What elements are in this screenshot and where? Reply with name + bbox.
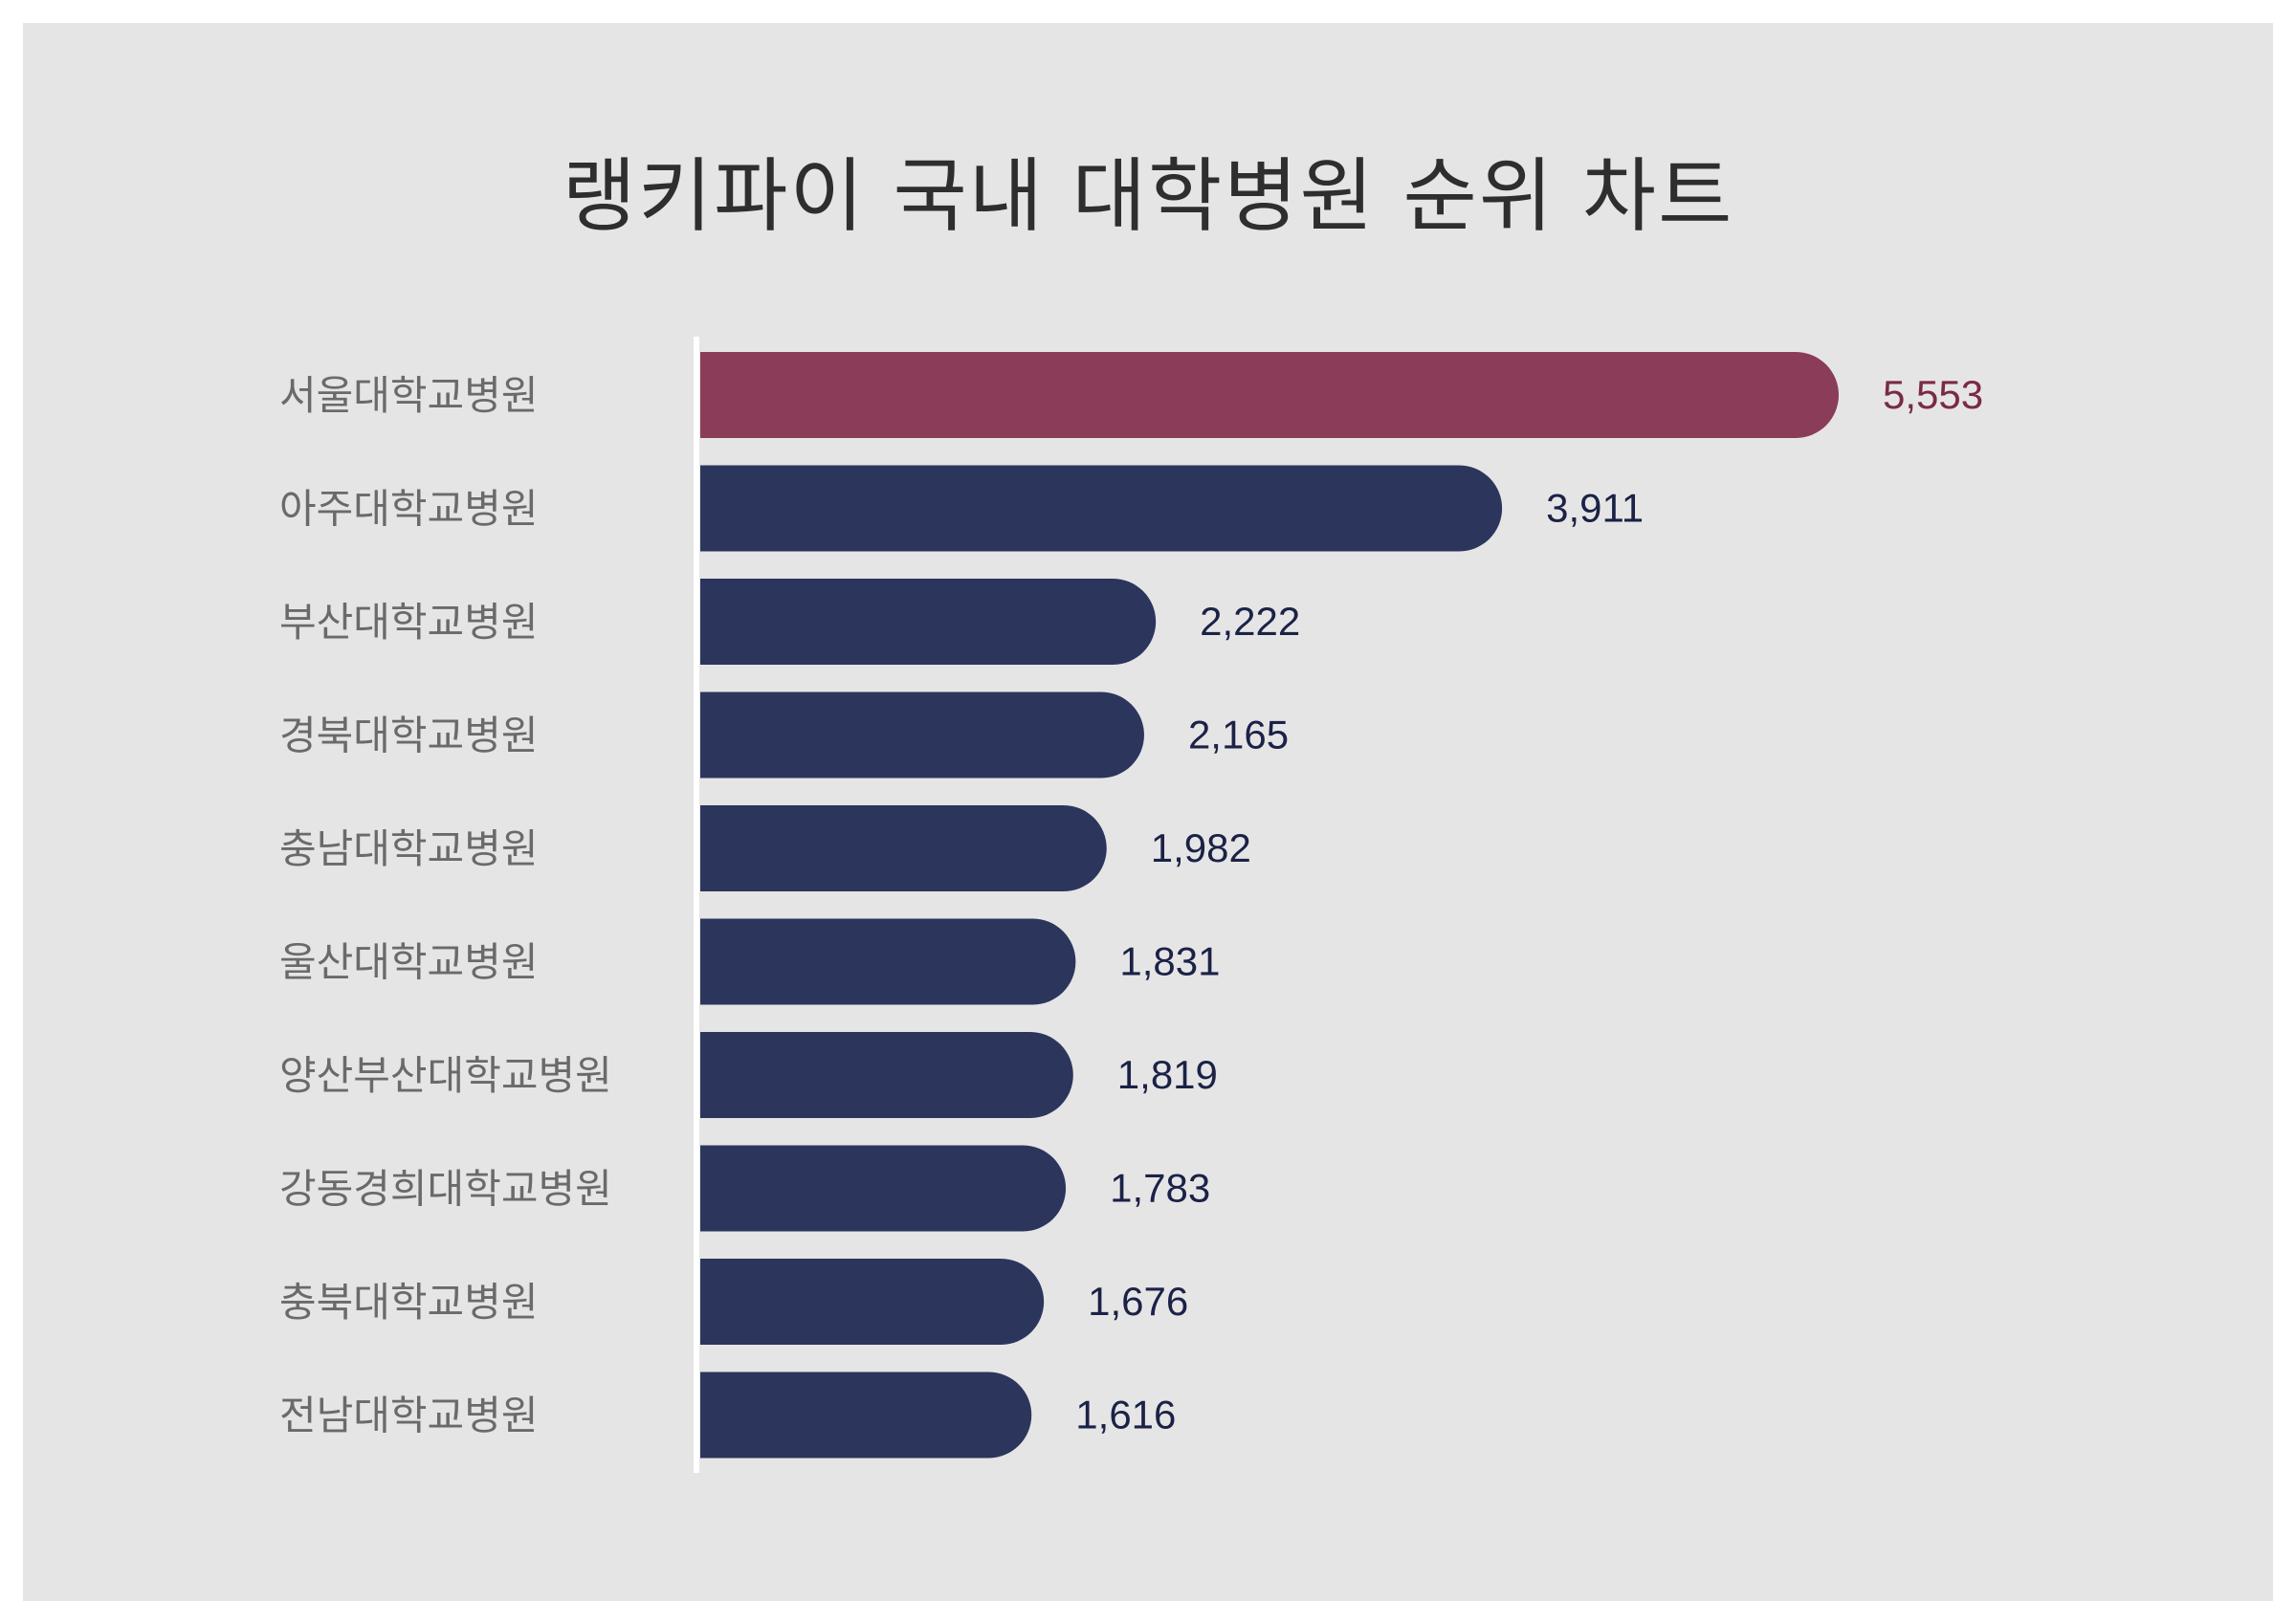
category-label-9: 충북대학교병원: [279, 1279, 538, 1326]
category-label-10: 전남대학교병원: [279, 1393, 538, 1439]
value-label-6: 1,831: [1119, 939, 1220, 984]
chart-panel: [23, 23, 2273, 1601]
value-label-8: 1,783: [1110, 1166, 1210, 1211]
category-label-8: 강동경희대학교병원: [279, 1166, 612, 1213]
category-label-2: 아주대학교병원: [279, 486, 538, 533]
value-label-5: 1,982: [1151, 825, 1251, 870]
category-label-5: 충남대학교병원: [279, 825, 538, 872]
category-label-1: 서울대학교병원: [279, 372, 538, 419]
category-label-6: 울산대학교병원: [279, 939, 538, 986]
bar-4: [700, 691, 1144, 779]
value-label-10: 1,616: [1075, 1393, 1176, 1437]
value-label-2: 3,911: [1546, 486, 1644, 531]
bar-10: [700, 1372, 1032, 1459]
bar-7: [700, 1032, 1073, 1118]
category-label-3: 부산대학교병원: [279, 599, 538, 646]
chart-title: 랭키파이 국내 대학병원 순위 차트: [562, 149, 1734, 243]
bar-5: [700, 805, 1107, 891]
value-label-1: 5,553: [1883, 372, 1983, 417]
value-label-4: 2,165: [1188, 713, 1289, 757]
bar-8: [700, 1145, 1067, 1232]
bar-1: [700, 352, 1839, 438]
value-label-9: 1,676: [1088, 1279, 1188, 1324]
bar-2: [700, 465, 1503, 552]
value-label-7: 1,819: [1117, 1052, 1218, 1097]
category-label-7: 양산부산대학교병원: [279, 1052, 612, 1099]
bar-9: [700, 1259, 1045, 1345]
category-label-4: 경북대학교병원: [279, 713, 538, 759]
bar-3: [700, 579, 1157, 665]
bar-6: [700, 918, 1076, 1005]
value-label-3: 2,222: [1200, 599, 1300, 644]
